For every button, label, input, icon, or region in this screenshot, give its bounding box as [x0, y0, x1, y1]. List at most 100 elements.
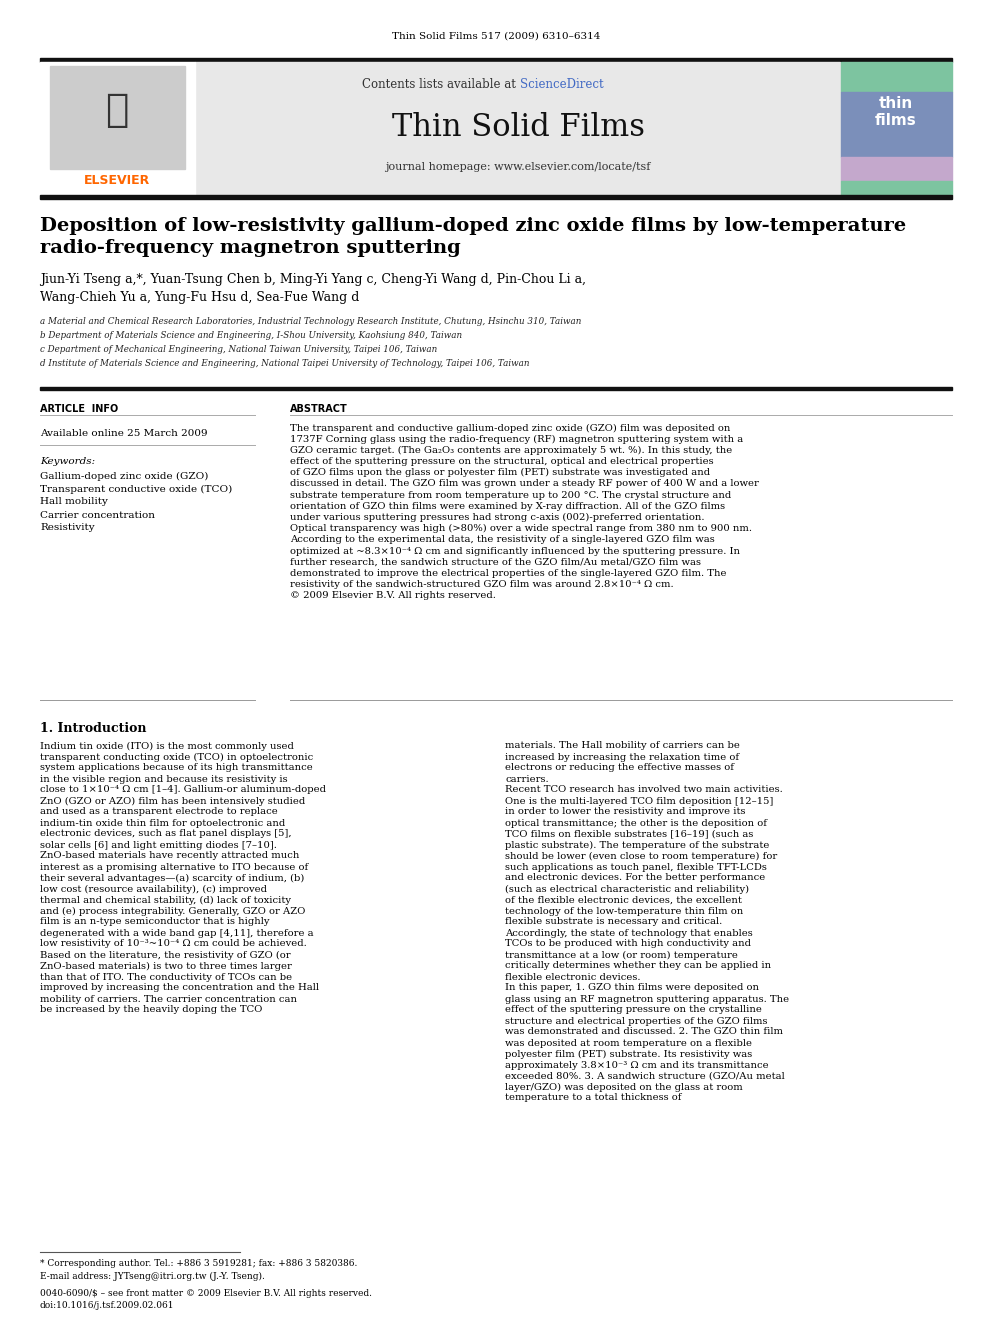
Text: demonstrated to improve the electrical properties of the single-layered GZO film: demonstrated to improve the electrical p…	[290, 569, 726, 578]
Text: Keywords:: Keywords:	[40, 458, 95, 467]
Text: transparent conducting oxide (TCO) in optoelectronic: transparent conducting oxide (TCO) in op…	[40, 753, 313, 762]
Bar	[40, 58, 952, 61]
Text: than that of ITO. The conductivity of TCOs can be: than that of ITO. The conductivity of TC…	[40, 972, 292, 982]
Text: substrate temperature from room temperature up to 200 °C. The crystal structure : substrate temperature from room temperat…	[290, 491, 731, 500]
Text: degenerated with a wide band gap [4,11], therefore a: degenerated with a wide band gap [4,11],…	[40, 929, 313, 938]
Text: Based on the literature, the resistivity of GZO (or: Based on the literature, the resistivity…	[40, 950, 291, 959]
Text: in the visible region and because its resistivity is: in the visible region and because its re…	[40, 774, 288, 783]
Text: Optical transparency was high (>80%) over a wide spectral range from 380 nm to 9: Optical transparency was high (>80%) ove…	[290, 524, 752, 533]
Text: Resistivity: Resistivity	[40, 524, 94, 532]
Text: One is the multi-layered TCO film deposition [12–15]: One is the multi-layered TCO film deposi…	[505, 796, 774, 806]
Text: journal homepage: www.elsevier.com/locate/tsf: journal homepage: www.elsevier.com/locat…	[385, 161, 651, 172]
Text: thin
films: thin films	[875, 95, 917, 128]
Text: in order to lower the resistivity and improve its: in order to lower the resistivity and im…	[505, 807, 746, 816]
Text: ZnO (GZO or AZO) film has been intensively studied: ZnO (GZO or AZO) film has been intensive…	[40, 796, 306, 806]
Text: be increased by the heavily doping the TCO: be increased by the heavily doping the T…	[40, 1005, 262, 1015]
Text: discussed in detail. The GZO film was grown under a steady RF power of 400 W and: discussed in detail. The GZO film was gr…	[290, 479, 759, 488]
Text: interest as a promising alternative to ITO because of: interest as a promising alternative to I…	[40, 863, 309, 872]
Text: plastic substrate). The temperature of the substrate: plastic substrate). The temperature of t…	[505, 840, 770, 849]
Text: their several advantages—(a) scarcity of indium, (b): their several advantages—(a) scarcity of…	[40, 873, 305, 882]
Text: close to 1×10⁻⁴ Ω cm [1–4]. Gallium-or aluminum-doped: close to 1×10⁻⁴ Ω cm [1–4]. Gallium-or a…	[40, 786, 326, 795]
Text: E-mail address: JYTseng@itri.org.tw (J.-Y. Tseng).: E-mail address: JYTseng@itri.org.tw (J.-…	[40, 1271, 265, 1281]
Text: Wang-Chieh Yu a, Yung-Fu Hsu d, Sea-Fue Wang d: Wang-Chieh Yu a, Yung-Fu Hsu d, Sea-Fue …	[40, 291, 359, 303]
Text: Deposition of low-resistivity gallium-doped zinc oxide films by low-temperature: Deposition of low-resistivity gallium-do…	[40, 217, 906, 235]
Text: improved by increasing the concentration and the Hall: improved by increasing the concentration…	[40, 983, 319, 992]
Text: Hall mobility: Hall mobility	[40, 497, 108, 507]
Text: 0040-6090/$ – see front matter © 2009 Elsevier B.V. All rights reserved.: 0040-6090/$ – see front matter © 2009 El…	[40, 1290, 372, 1298]
Bar	[40, 62, 195, 194]
Text: (such as electrical characteristic and reliability): (such as electrical characteristic and r…	[505, 885, 749, 893]
Text: flexible substrate is necessary and critical.: flexible substrate is necessary and crit…	[505, 917, 722, 926]
Text: According to the experimental data, the resistivity of a single-layered GZO film: According to the experimental data, the …	[290, 536, 715, 545]
Text: ScienceDirect: ScienceDirect	[520, 78, 603, 90]
Text: glass using an RF magnetron sputtering apparatus. The: glass using an RF magnetron sputtering a…	[505, 995, 789, 1004]
Bar	[841, 157, 952, 181]
Text: transmittance at a low (or room) temperature: transmittance at a low (or room) tempera…	[505, 950, 738, 959]
Text: electrons or reducing the effective masses of: electrons or reducing the effective mass…	[505, 763, 734, 773]
Text: TCOs to be produced with high conductivity and: TCOs to be produced with high conductivi…	[505, 939, 751, 949]
Text: * Corresponding author. Tel.: +886 3 5919281; fax: +886 3 5820386.: * Corresponding author. Tel.: +886 3 591…	[40, 1258, 357, 1267]
Text: Indium tin oxide (ITO) is the most commonly used: Indium tin oxide (ITO) is the most commo…	[40, 741, 294, 750]
Text: electronic devices, such as flat panel displays [5],: electronic devices, such as flat panel d…	[40, 830, 292, 839]
Text: Thin Solid Films: Thin Solid Films	[392, 111, 645, 143]
Text: ZnO-based materials have recently attracted much: ZnO-based materials have recently attrac…	[40, 852, 300, 860]
Text: doi:10.1016/j.tsf.2009.02.061: doi:10.1016/j.tsf.2009.02.061	[40, 1302, 175, 1311]
Bar	[40, 194, 952, 198]
Text: a Material and Chemical Research Laboratories, Industrial Technology Research In: a Material and Chemical Research Laborat…	[40, 318, 581, 327]
Text: of GZO films upon the glass or polyester film (PET) substrate was investigated a: of GZO films upon the glass or polyester…	[290, 468, 710, 478]
Bar	[195, 62, 840, 194]
Bar	[40, 388, 952, 390]
Text: system applications because of its high transmittance: system applications because of its high …	[40, 763, 312, 773]
Text: Available online 25 March 2009: Available online 25 March 2009	[40, 429, 207, 438]
Text: carriers.: carriers.	[505, 774, 549, 783]
Text: GZO ceramic target. (The Ga₂O₃ contents are approximately 5 wt. %). In this stud: GZO ceramic target. (The Ga₂O₃ contents …	[290, 446, 732, 455]
Bar	[841, 93, 952, 157]
Text: ABSTRACT: ABSTRACT	[290, 404, 348, 414]
Bar	[50, 66, 185, 169]
Text: of the flexible electronic devices, the excellent: of the flexible electronic devices, the …	[505, 896, 742, 905]
Text: film is an n-type semiconductor that is highly: film is an n-type semiconductor that is …	[40, 917, 270, 926]
Text: solar cells [6] and light emitting diodes [7–10].: solar cells [6] and light emitting diode…	[40, 840, 277, 849]
Text: temperature to a total thickness of: temperature to a total thickness of	[505, 1094, 682, 1102]
Text: technology of the low-temperature thin film on: technology of the low-temperature thin f…	[505, 906, 743, 916]
Text: Recent TCO research has involved two main activities.: Recent TCO research has involved two mai…	[505, 786, 783, 795]
Text: 1. Introduction: 1. Introduction	[40, 721, 147, 734]
Text: ARTICLE  INFO: ARTICLE INFO	[40, 404, 118, 414]
Text: 🌳: 🌳	[105, 91, 129, 130]
Text: polyester film (PET) substrate. Its resistivity was: polyester film (PET) substrate. Its resi…	[505, 1049, 752, 1058]
Text: should be lower (even close to room temperature) for: should be lower (even close to room temp…	[505, 852, 778, 860]
Text: mobility of carriers. The carrier concentration can: mobility of carriers. The carrier concen…	[40, 995, 297, 1004]
Text: further research, the sandwich structure of the GZO film/Au metal/GZO film was: further research, the sandwich structure…	[290, 558, 701, 566]
Text: exceeded 80%. 3. A sandwich structure (GZO/Au metal: exceeded 80%. 3. A sandwich structure (G…	[505, 1072, 785, 1081]
Text: increased by increasing the relaxation time of: increased by increasing the relaxation t…	[505, 753, 739, 762]
Text: was demonstrated and discussed. 2. The GZO thin film: was demonstrated and discussed. 2. The G…	[505, 1028, 783, 1036]
Text: such applications as touch panel, flexible TFT-LCDs: such applications as touch panel, flexib…	[505, 863, 767, 872]
Text: b Department of Materials Science and Engineering, I-Shou University, Kaohsiung : b Department of Materials Science and En…	[40, 332, 462, 340]
Text: effect of the sputtering pressure on the structural, optical and electrical prop: effect of the sputtering pressure on the…	[290, 458, 713, 466]
Text: and used as a transparent electrode to replace: and used as a transparent electrode to r…	[40, 807, 278, 816]
Text: Jiun-Yi Tseng a,*, Yuan-Tsung Chen b, Ming-Yi Yang c, Cheng-Yi Wang d, Pin-Chou : Jiun-Yi Tseng a,*, Yuan-Tsung Chen b, Mi…	[40, 274, 586, 287]
Text: c Department of Mechanical Engineering, National Taiwan University, Taipei 106, : c Department of Mechanical Engineering, …	[40, 345, 437, 355]
Text: Transparent conductive oxide (TCO): Transparent conductive oxide (TCO)	[40, 484, 232, 493]
Text: and electronic devices. For the better performance: and electronic devices. For the better p…	[505, 873, 765, 882]
Text: under various sputtering pressures had strong c-axis (002)-preferred orientation: under various sputtering pressures had s…	[290, 513, 704, 523]
Text: structure and electrical properties of the GZO films: structure and electrical properties of t…	[505, 1016, 768, 1025]
Text: optimized at ~8.3×10⁻⁴ Ω cm and significantly influenced by the sputtering press: optimized at ~8.3×10⁻⁴ Ω cm and signific…	[290, 546, 740, 556]
Text: 1737F Corning glass using the radio-frequency (RF) magnetron sputtering system w: 1737F Corning glass using the radio-freq…	[290, 435, 743, 443]
Text: Contents lists available at: Contents lists available at	[362, 78, 520, 90]
Text: low resistivity of 10⁻³~10⁻⁴ Ω cm could be achieved.: low resistivity of 10⁻³~10⁻⁴ Ω cm could …	[40, 939, 307, 949]
Text: orientation of GZO thin films were examined by X-ray diffraction. All of the GZO: orientation of GZO thin films were exami…	[290, 501, 725, 511]
Text: critically determines whether they can be applied in: critically determines whether they can b…	[505, 962, 771, 971]
Text: © 2009 Elsevier B.V. All rights reserved.: © 2009 Elsevier B.V. All rights reserved…	[290, 591, 496, 601]
Text: was deposited at room temperature on a flexible: was deposited at room temperature on a f…	[505, 1039, 752, 1048]
Text: resistivity of the sandwich-structured GZO film was around 2.8×10⁻⁴ Ω cm.: resistivity of the sandwich-structured G…	[290, 581, 674, 589]
Text: Gallium-doped zinc oxide (GZO): Gallium-doped zinc oxide (GZO)	[40, 471, 208, 480]
Text: and (e) process integrability. Generally, GZO or AZO: and (e) process integrability. Generally…	[40, 906, 306, 916]
Text: approximately 3.8×10⁻³ Ω cm and its transmittance: approximately 3.8×10⁻³ Ω cm and its tran…	[505, 1061, 769, 1069]
Text: d Institute of Materials Science and Engineering, National Taipei University of : d Institute of Materials Science and Eng…	[40, 360, 530, 369]
Text: Carrier concentration: Carrier concentration	[40, 511, 155, 520]
Text: Thin Solid Films 517 (2009) 6310–6314: Thin Solid Films 517 (2009) 6310–6314	[392, 32, 600, 41]
Text: flexible electronic devices.: flexible electronic devices.	[505, 972, 641, 982]
Text: thermal and chemical stability, (d) lack of toxicity: thermal and chemical stability, (d) lack…	[40, 896, 291, 905]
Text: low cost (resource availability), (c) improved: low cost (resource availability), (c) im…	[40, 885, 267, 893]
